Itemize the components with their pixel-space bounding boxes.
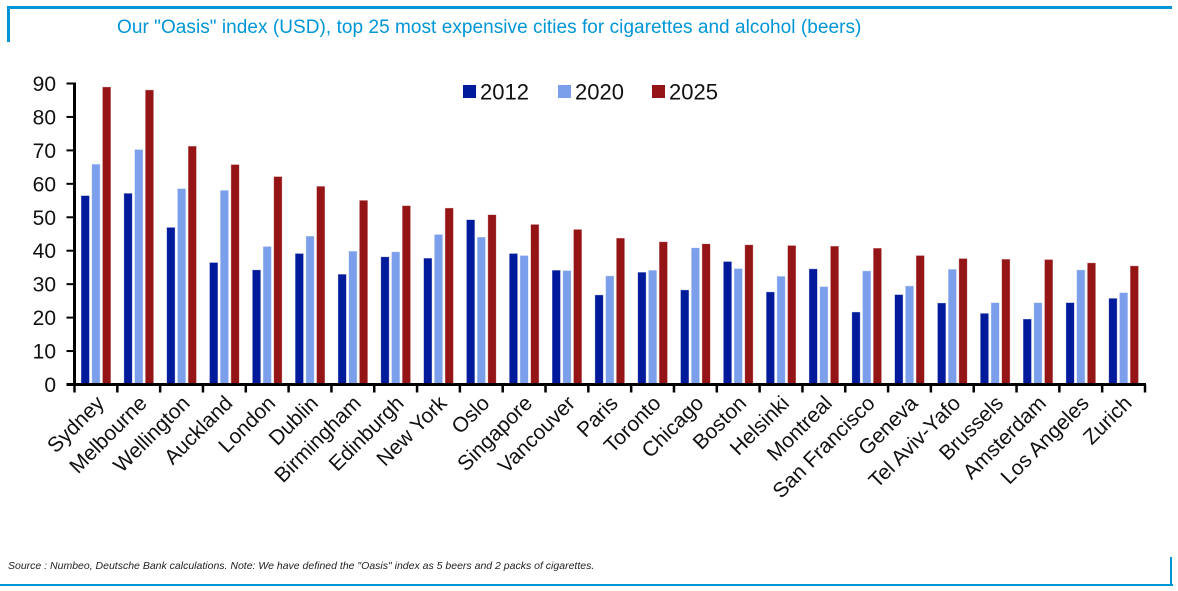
y-tick-label-20: 20 [33, 307, 56, 330]
bar-2020-helsinki [776, 275, 786, 385]
bar-2020-montreal [819, 286, 829, 385]
bar-2012-geneva [894, 294, 904, 385]
bar-2025-amsterdam [1044, 259, 1054, 385]
frame-right-border [1170, 557, 1172, 586]
bar-2012-singapore [508, 252, 519, 385]
frame-left-border [7, 6, 10, 42]
bar-2020-new-york [433, 233, 444, 385]
bar-2025-auckland [230, 164, 240, 385]
bar-2025-zurich [1129, 265, 1139, 385]
bar-2020-boston [733, 268, 743, 385]
bar-2025-melbourne [144, 89, 155, 385]
bar-2025-edinburgh [401, 205, 412, 385]
y-tick-label-90: 90 [33, 73, 56, 96]
bar-2012-los-angeles [1065, 302, 1075, 385]
bar-chart: 0102030405060708090SydneyMelbourneWellin… [33, 73, 1147, 503]
bar-2012-sydney [80, 195, 90, 385]
bar-2012-edinburgh [380, 256, 390, 385]
bar-2020-toronto [647, 269, 658, 385]
x-tick-label-zurich: Zurich [1079, 392, 1137, 450]
bar-2020-chicago [690, 247, 701, 385]
y-tick-label-70: 70 [33, 140, 56, 163]
bar-2025-helsinki [787, 244, 797, 385]
bar-2025-brussels [1001, 258, 1011, 385]
bar-2025-geneva [915, 254, 925, 385]
bar-2012-chicago [680, 289, 690, 385]
bar-2020-singapore [519, 254, 529, 385]
frame-bottom-border [0, 584, 1173, 586]
bar-2012-birmingham [337, 273, 347, 385]
bar-2012-auckland [209, 262, 219, 385]
bar-2025-oslo [487, 214, 497, 385]
bar-2020-amsterdam [1033, 302, 1043, 385]
bar-2025-san-francisco [872, 247, 883, 385]
bar-2012-boston [722, 261, 733, 385]
bar-2025-chicago [701, 243, 711, 385]
legend-swatch-2025 [652, 85, 665, 98]
bar-2025-wellington [187, 145, 197, 385]
bar-2025-dublin [316, 185, 326, 385]
legend-swatch-2020 [558, 85, 571, 98]
legend-label-2025: 2025 [669, 80, 718, 105]
bar-2020-london [262, 245, 272, 385]
y-tick-label-60: 60 [33, 173, 56, 196]
bar-2025-sydney [102, 86, 112, 385]
bar-2012-amsterdam [1022, 318, 1032, 385]
bar-2020-edinburgh [391, 251, 401, 385]
bar-2012-london [251, 269, 262, 385]
bar-2020-wellington [176, 188, 187, 385]
bar-2012-dublin [294, 252, 305, 385]
bar-2012-new-york [423, 257, 433, 385]
bar-2025-london [273, 176, 283, 385]
bar-2020-melbourne [134, 148, 144, 385]
bar-2012-toronto [637, 271, 647, 385]
bar-2012-zurich [1108, 297, 1118, 385]
bar-2012-paris [594, 294, 604, 385]
bar-2025-birmingham [358, 199, 369, 385]
y-tick-label-80: 80 [33, 106, 56, 129]
bar-2020-vancouver [562, 270, 572, 385]
bar-2012-tel-aviv-yafo [937, 302, 947, 385]
y-tick-label-50: 50 [33, 207, 56, 230]
bar-2020-brussels [990, 302, 1000, 385]
bar-2025-montreal [829, 245, 840, 385]
source-note: Source : Numbeo, Deutsche Bank calculati… [8, 560, 595, 572]
bar-2012-wellington [166, 226, 176, 385]
bar-2025-new-york [444, 207, 454, 385]
bar-2025-tel-aviv-yafo [958, 258, 968, 385]
bar-2020-birmingham [348, 250, 358, 385]
bar-2012-brussels [979, 312, 990, 385]
bar-2020-dublin [305, 235, 315, 385]
y-tick-label-30: 30 [33, 274, 56, 297]
bar-2012-vancouver [551, 269, 561, 385]
y-tick-label-0: 0 [44, 374, 56, 397]
frame-top-border [7, 6, 1172, 9]
bar-2012-helsinki [765, 291, 776, 385]
bar-2020-san-francisco [862, 270, 872, 385]
bar-2025-los-angeles [1086, 262, 1097, 385]
bar-2020-zurich [1118, 292, 1129, 385]
bar-2020-geneva [904, 285, 915, 385]
bar-2012-oslo [465, 219, 476, 385]
bar-2012-melbourne [123, 192, 133, 385]
bar-2025-paris [615, 237, 626, 385]
bar-2020-oslo [476, 236, 486, 385]
chart-title: Our "Oasis" index (USD), top 25 most exp… [117, 17, 862, 38]
bar-2020-los-angeles [1076, 269, 1086, 385]
bar-2025-vancouver [573, 228, 583, 385]
legend-label-2012: 2012 [480, 80, 529, 105]
bar-2012-san-francisco [851, 311, 861, 385]
bar-2025-singapore [530, 223, 540, 385]
y-tick-label-10: 10 [33, 341, 56, 364]
bar-2020-paris [605, 275, 615, 385]
bar-2025-boston [744, 244, 754, 385]
bar-2020-tel-aviv-yafo [947, 268, 957, 385]
legend-swatch-2012 [463, 85, 476, 98]
legend-label-2020: 2020 [575, 80, 624, 105]
bar-2012-montreal [808, 268, 818, 385]
bar-2020-auckland [219, 189, 230, 385]
bar-2025-toronto [658, 241, 668, 385]
y-tick-label-40: 40 [33, 240, 56, 263]
bar-2020-sydney [91, 163, 101, 385]
